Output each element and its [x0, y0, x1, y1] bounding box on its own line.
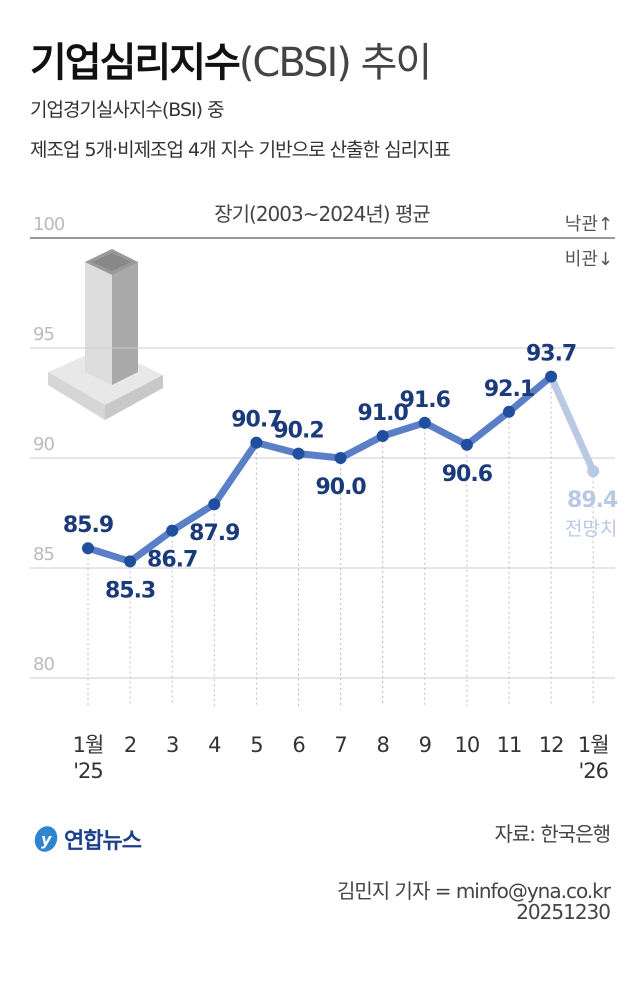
- data-label: 89.4: [567, 488, 618, 513]
- optimistic-label: 낙관↑: [565, 214, 613, 235]
- x-tick-label: 7: [334, 733, 346, 757]
- forecast-segment: [547, 373, 597, 475]
- x-tick-label: 11: [497, 733, 522, 757]
- pessimistic-label: 비관↓: [565, 249, 613, 270]
- data-label: 90.0: [315, 475, 366, 500]
- data-point: [418, 416, 431, 429]
- x-tick-label: 2: [124, 733, 136, 757]
- data-label: 87.9: [189, 521, 239, 546]
- data-point: [545, 370, 558, 383]
- building-illustration: [48, 249, 163, 420]
- subtitle-line-1: 기업경기실사지수(BSI) 중: [30, 99, 225, 121]
- y-tick-label: 100: [33, 214, 65, 235]
- data-point: [166, 524, 179, 537]
- reference-label: 장기(2003~2024년) 평균: [214, 202, 430, 226]
- x-tick-label: 9: [419, 733, 431, 757]
- data-point: [503, 405, 515, 418]
- data-label: 86.7: [147, 548, 197, 573]
- x-tick-label: 12: [539, 733, 564, 757]
- data-point: [124, 555, 137, 568]
- data-point: [292, 447, 305, 460]
- x-tick-label: 3: [166, 733, 178, 757]
- data-label: 85.3: [105, 578, 155, 603]
- date: 20251230: [516, 900, 611, 924]
- forecast-label: 전망치: [565, 518, 617, 540]
- data-label: 91.6: [400, 388, 451, 413]
- data-point: [376, 430, 389, 442]
- data-label: 90.7: [231, 408, 281, 433]
- yonhap-logo: y 연합뉴스: [32, 823, 142, 855]
- data-point: [250, 436, 263, 449]
- series-line: [86, 373, 554, 565]
- credit: 김민지 기자 = minfo@yna.co.kr: [337, 879, 611, 903]
- x-tick-label: 10: [455, 733, 480, 757]
- data-point: [208, 498, 221, 511]
- data-label: 90.6: [442, 462, 493, 487]
- x-tick-label: 1월 '26: [578, 733, 609, 783]
- data-label: 91.0: [358, 401, 409, 426]
- y-tick-label: 85: [33, 544, 54, 565]
- y-tick-label: 90: [33, 434, 54, 455]
- data-point: [587, 465, 600, 478]
- source: 자료: 한국은행: [494, 822, 611, 846]
- data-label: 85.9: [63, 513, 113, 538]
- data-label: 93.7: [526, 342, 576, 367]
- y-tick-label: 80: [33, 654, 54, 675]
- data-point: [460, 438, 473, 451]
- chart-title: 기업심리지수(CBSI) 추이: [30, 40, 432, 86]
- x-tick-label: 4: [208, 733, 221, 757]
- y-tick-label: 95: [33, 324, 54, 345]
- data-label: 90.2: [273, 419, 323, 444]
- subtitle-line-2: 제조업 5개·비제조업 4개 지수 기반으로 산출한 심리지표: [30, 139, 451, 161]
- data-label: 92.1: [484, 377, 534, 402]
- x-tick-label: 8: [377, 733, 389, 757]
- data-point: [82, 542, 94, 555]
- svg-text:y: y: [41, 830, 52, 849]
- x-tick-label: 5: [250, 733, 262, 757]
- data-point: [334, 452, 347, 464]
- x-tick-label: 6: [292, 733, 305, 757]
- yonhap-logo-icon: y: [34, 826, 58, 852]
- x-tick-label: 1월 '25: [73, 733, 104, 783]
